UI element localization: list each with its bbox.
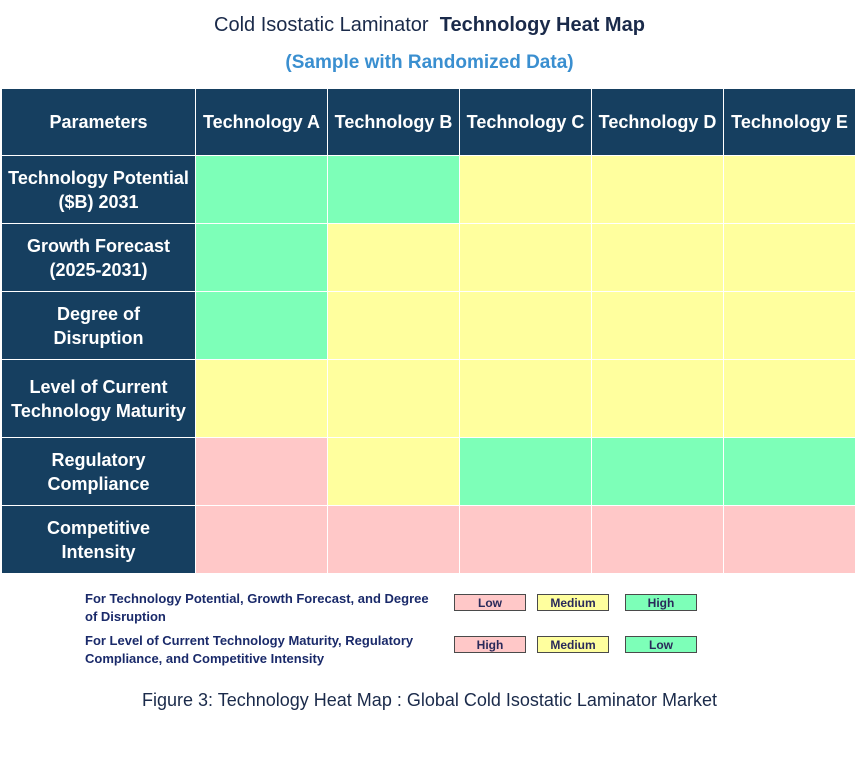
heatmap-cell xyxy=(459,223,592,292)
heatmap-cell xyxy=(591,505,724,574)
row-label: Technology Potential ($B) 2031 xyxy=(1,155,196,224)
heatmap-header-row: Parameters Technology A Technology B Techn… xyxy=(1,88,856,156)
row-label: Growth Forecast (2025-2031) xyxy=(1,223,196,292)
heatmap-cell xyxy=(195,359,328,438)
heatmap-cell xyxy=(591,359,724,438)
legend-swatch-medium-2: Medium xyxy=(537,636,609,653)
row-label-line: Compliance xyxy=(47,473,150,494)
row-label-line: Technology Potential xyxy=(8,167,189,188)
figure-caption: Figure 3: Technology Heat Map : Global C… xyxy=(142,690,717,710)
row-label: Degree of Disruption xyxy=(1,291,196,360)
legend-swatch-low: Low xyxy=(454,594,526,611)
heatmap-cell xyxy=(723,155,856,224)
row-label-line: (2025-2031) xyxy=(49,259,148,280)
column-header: Technology A xyxy=(195,88,328,156)
row-label-line: Growth Forecast xyxy=(26,235,171,256)
row-label-line: Degree of xyxy=(56,303,141,324)
heatmap-row: Degree of Disruption xyxy=(1,291,856,360)
legend-row-2: For Level of Current Technology Maturity… xyxy=(85,632,785,672)
column-header: Technology E xyxy=(723,88,856,156)
row-label-line: Regulatory xyxy=(51,449,146,470)
corner-header: Parameters xyxy=(1,88,196,156)
chart-title: Cold Isostatic Laminator Technology Heat… xyxy=(0,14,859,37)
legend-swatch-high: High xyxy=(625,594,697,611)
row-label-line: Disruption xyxy=(53,327,144,348)
heatmap-cell xyxy=(459,359,592,438)
row-label: Competitive Intensity xyxy=(1,505,196,574)
heatmap-cell xyxy=(591,437,724,506)
heatmap-row: Technology Potential ($B) 2031 xyxy=(1,155,856,224)
heatmap-row: Growth Forecast (2025-2031) xyxy=(1,223,856,292)
chart-title-bold: Technology Heat Map xyxy=(439,14,645,36)
heatmap-cell xyxy=(591,223,724,292)
heatmap-cell xyxy=(459,505,592,574)
heatmap-cell xyxy=(195,291,328,360)
heatmap-cell xyxy=(327,437,460,506)
heatmap-row: Competitive Intensity xyxy=(1,505,856,574)
row-label-line: Technology Maturity xyxy=(11,400,186,421)
legend-swatch-low-2: Low xyxy=(625,636,697,653)
heatmap-cell xyxy=(591,155,724,224)
row-label: Regulatory Compliance xyxy=(1,437,196,506)
heatmap-cell xyxy=(723,437,856,506)
legend-row-1: For Technology Potential, Growth Forecas… xyxy=(85,590,785,630)
legend-swatch-high-2: High xyxy=(454,636,526,653)
heatmap-row: Regulatory Compliance xyxy=(1,437,856,506)
row-label-line: ($B) 2031 xyxy=(58,191,139,212)
heatmap-cell xyxy=(195,223,328,292)
column-header: Technology B xyxy=(327,88,460,156)
row-label-line: Level of Current xyxy=(29,376,168,397)
heatmap-body: Technology Potential ($B) 2031 Growth Fore… xyxy=(1,155,856,574)
row-label-line: Competitive xyxy=(46,517,151,538)
heatmap-cell xyxy=(327,291,460,360)
heatmap-cell xyxy=(327,505,460,574)
row-label-line: Intensity xyxy=(61,541,136,562)
heatmap-cell xyxy=(195,505,328,574)
chart-title-normal: Cold Isostatic Laminator xyxy=(214,14,429,36)
legend-swatch-medium: Medium xyxy=(537,594,609,611)
chart-subtitle: (Sample with Randomized Data) xyxy=(285,52,574,73)
legend-text-1: For Technology Potential, Growth Forecas… xyxy=(85,591,429,624)
heatmap-cell xyxy=(459,291,592,360)
heatmap-cell xyxy=(459,155,592,224)
heatmap-cell xyxy=(723,291,856,360)
heatmap-cell xyxy=(723,505,856,574)
legend-text-2: For Level of Current Technology Maturity… xyxy=(85,633,414,666)
column-header: Technology D xyxy=(591,88,724,156)
column-header: Technology C xyxy=(459,88,592,156)
heatmap-cell xyxy=(459,437,592,506)
heatmap-cell xyxy=(723,359,856,438)
heatmap-table: Parameters Technology A Technology B Techn… xyxy=(1,88,856,574)
heatmap-row: Level of Current Technology Maturity xyxy=(1,359,856,438)
heatmap-cell xyxy=(591,291,724,360)
heatmap-cell xyxy=(195,437,328,506)
row-label: Level of Current Technology Maturity xyxy=(1,359,196,438)
heatmap-cell xyxy=(195,155,328,224)
heatmap-cell xyxy=(723,223,856,292)
heatmap-cell xyxy=(327,155,460,224)
heatmap-cell xyxy=(327,359,460,438)
heatmap-cell xyxy=(327,223,460,292)
